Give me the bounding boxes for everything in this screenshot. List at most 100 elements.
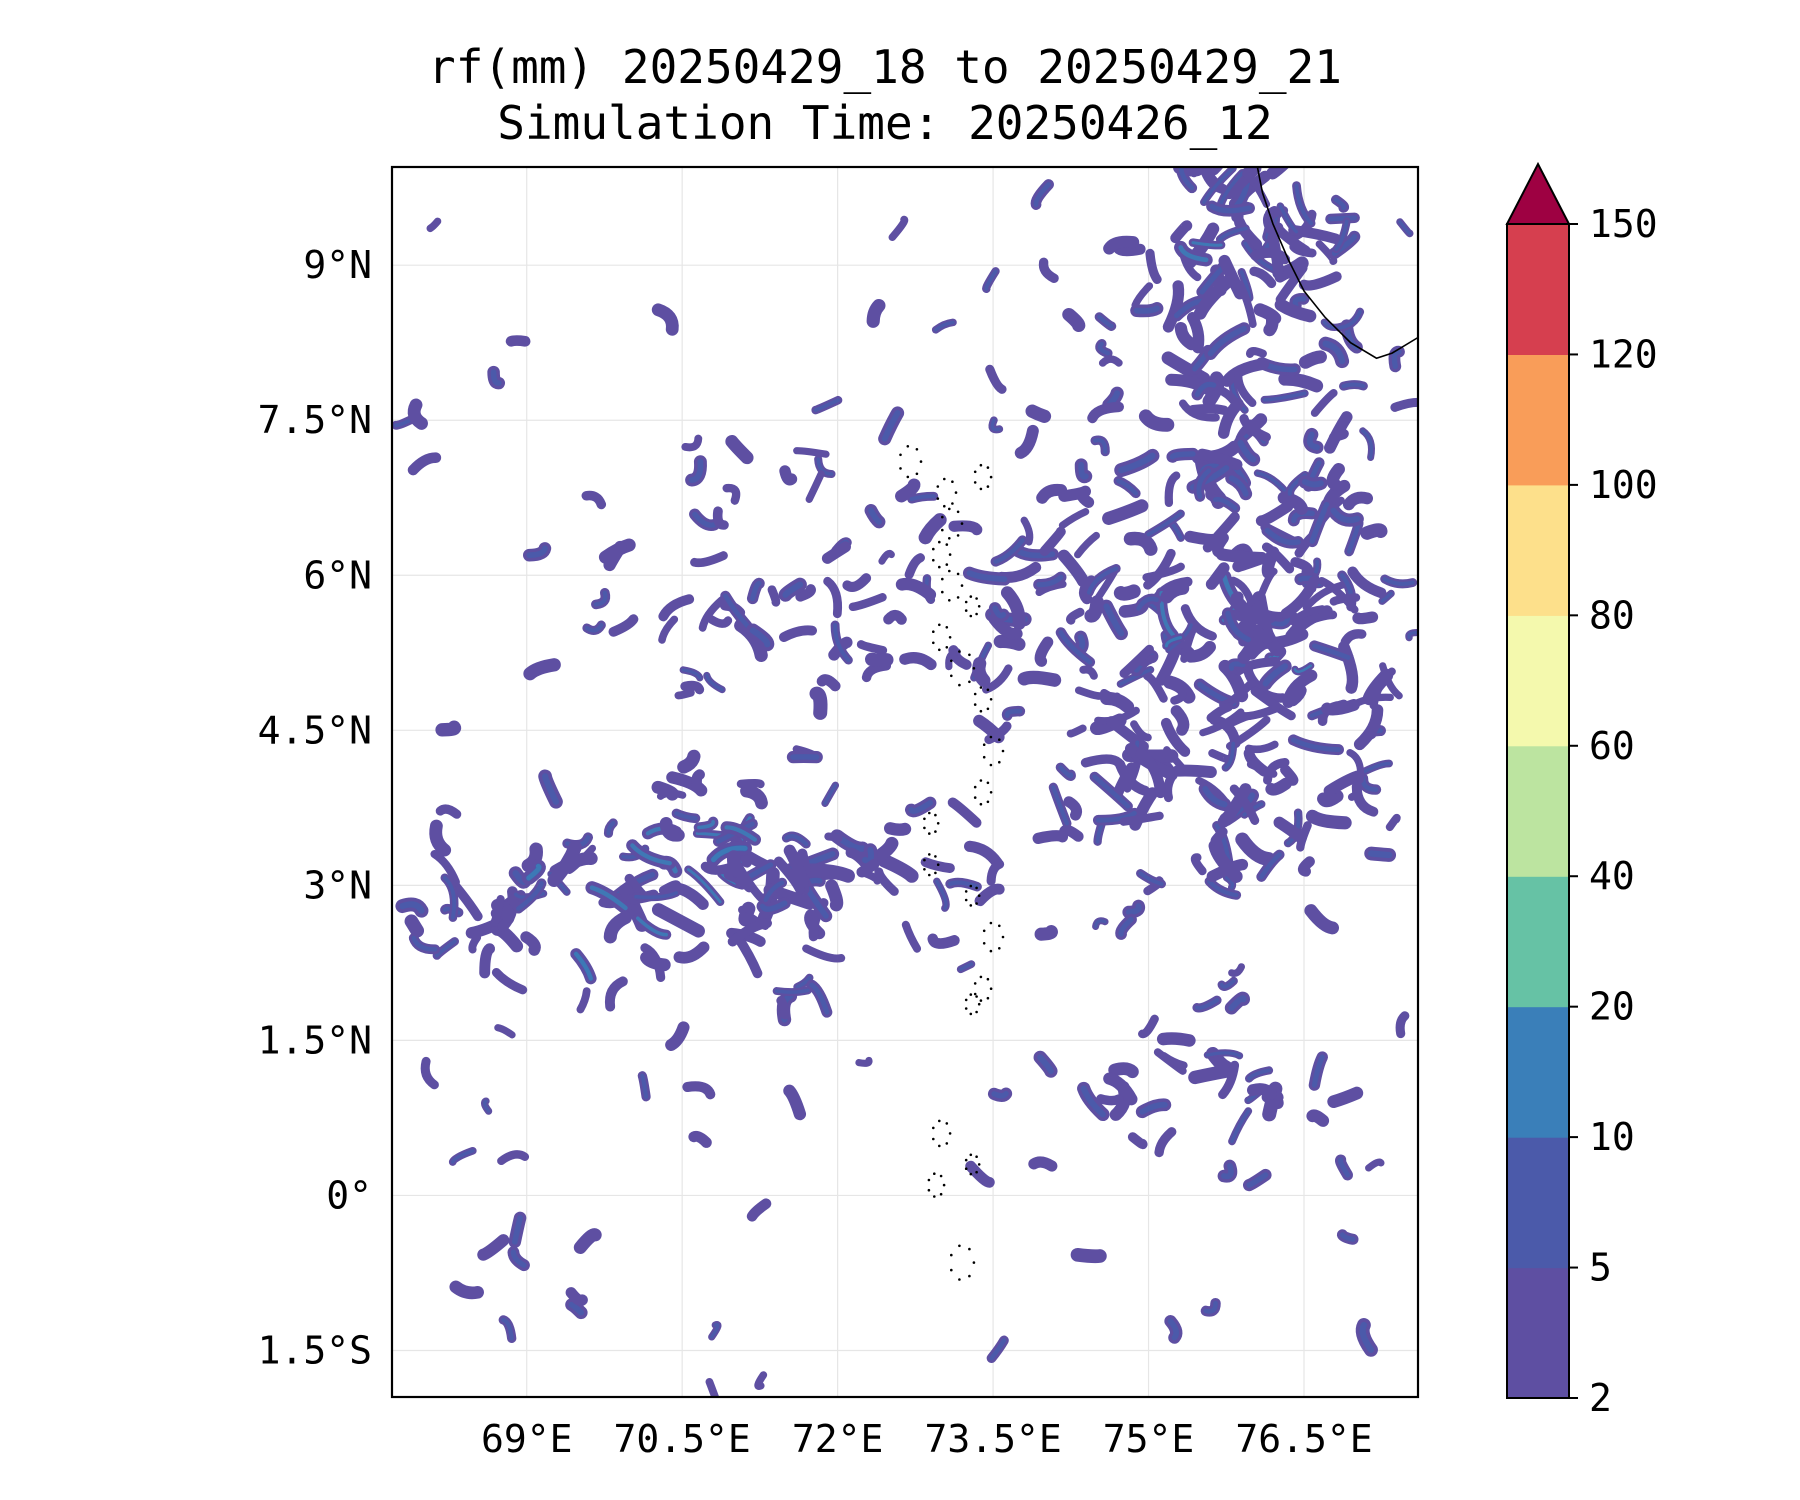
- rain-cell-core: [947, 880, 980, 889]
- island-dot: [945, 1142, 949, 1145]
- rain-cell-core: [1337, 309, 1362, 330]
- rain-cell-core: [1097, 314, 1114, 329]
- coastline-india: [1256, 167, 1418, 360]
- island-dot: [979, 802, 983, 806]
- colorbar-label: 60: [1589, 724, 1635, 768]
- rain-cell-core: [990, 418, 1002, 432]
- rain-cell: [429, 819, 452, 857]
- island-dot: [969, 904, 973, 907]
- rain-cell: [1119, 644, 1154, 678]
- island-dot: [941, 590, 944, 594]
- island-dot: [973, 703, 977, 706]
- rain-cell-core: [1118, 452, 1156, 474]
- rain-cell-core: [958, 962, 974, 972]
- rain-cell-core: [715, 821, 755, 844]
- island-dot: [934, 871, 937, 875]
- rain-cell: [895, 478, 921, 503]
- rain-cell-core: [1058, 765, 1074, 779]
- rain-cell: [1298, 350, 1327, 369]
- island-dot: [939, 1192, 943, 1196]
- rain-cell: [1098, 355, 1123, 367]
- rain-cell: [738, 901, 756, 927]
- island-dot: [945, 1122, 949, 1125]
- rain-cell: [1229, 784, 1260, 825]
- island-dot: [964, 898, 968, 902]
- rain-cell: [1034, 636, 1054, 667]
- island-dot: [989, 763, 993, 767]
- rain-cell: [1188, 404, 1229, 415]
- rain-cell: [1274, 298, 1317, 323]
- rain-cell: [1036, 483, 1068, 504]
- island-dot: [923, 826, 926, 830]
- island-dot: [951, 480, 954, 484]
- rain-cell-core: [749, 627, 771, 648]
- rain-cell: [1262, 206, 1281, 235]
- rain-cell: [1246, 760, 1278, 778]
- rain-cell: [821, 541, 851, 564]
- island-dot: [975, 886, 978, 890]
- island-dot: [989, 987, 993, 990]
- rain-cell: [1215, 548, 1268, 565]
- rain-cell-core: [1309, 501, 1330, 544]
- island-dot: [938, 623, 941, 627]
- map-title-line-1: rf(mm) 20250429_18 to 20250429_21: [428, 40, 1342, 94]
- island-dot: [973, 796, 977, 799]
- rain-cell: [1087, 401, 1124, 424]
- rain-cell: [1304, 904, 1339, 935]
- rain-cell: [1108, 1062, 1139, 1079]
- rain-cell: [865, 652, 894, 667]
- island-dot: [969, 1012, 973, 1016]
- rain-cell: [604, 976, 628, 1012]
- rain-cell: [1206, 702, 1233, 723]
- rain-cell: [491, 923, 524, 953]
- rain-cell: [726, 850, 744, 878]
- rain-cell-core: [1103, 603, 1125, 637]
- rain-cell: [576, 987, 591, 1014]
- x-tick-label: 69°E: [481, 1417, 573, 1461]
- rain-cell-heavy: [697, 820, 715, 830]
- rain-cell: [779, 465, 798, 486]
- rain-cell: [1028, 1156, 1058, 1172]
- rain-cell: [993, 634, 1026, 651]
- rain-cell-heavy: [526, 863, 542, 881]
- map-title-line-2: Simulation Time: 20250426_12: [497, 96, 1273, 150]
- rain-cell: [1066, 607, 1085, 625]
- rain-cell-core: [1294, 183, 1314, 226]
- rain-cell: [1236, 280, 1257, 328]
- island-dot: [945, 626, 949, 629]
- rain-cell-core: [1322, 340, 1346, 365]
- colorbar-label: 2: [1589, 1376, 1612, 1420]
- island-dot: [934, 855, 937, 858]
- rain-cell: [1038, 257, 1059, 283]
- rain-cell: [1247, 1083, 1278, 1100]
- island-dot: [932, 1126, 935, 1130]
- island-dot: [928, 832, 931, 835]
- rain-cell-core: [935, 879, 948, 910]
- x-tick-label: 70.5°E: [614, 1417, 751, 1461]
- island-dot: [979, 999, 983, 1002]
- rain-cell: [573, 1228, 602, 1254]
- rain-cell: [690, 551, 728, 568]
- island-dot: [979, 686, 983, 689]
- rain-cell: [1340, 629, 1367, 647]
- island-dot: [932, 630, 935, 633]
- rain-cell: [1119, 811, 1164, 826]
- rain-cell-core: [1095, 810, 1137, 823]
- island-dot: [998, 947, 1001, 950]
- rain-cell: [823, 576, 843, 619]
- island-dot: [928, 873, 931, 877]
- rain-cell-heavy: [724, 825, 758, 842]
- rain-cell: [1237, 627, 1266, 664]
- rain-cell: [491, 968, 528, 995]
- rain-cell-core: [816, 457, 834, 476]
- island-dot: [989, 949, 993, 953]
- x-tick-label: 73.5°E: [924, 1417, 1061, 1461]
- rain-cell-core: [634, 891, 678, 900]
- rain-cell: [1275, 263, 1308, 305]
- rain-cell: [1058, 508, 1090, 529]
- rain-cell: [1274, 265, 1297, 283]
- y-tick-label: 7.5°N: [258, 398, 372, 442]
- rain-cell: [603, 540, 627, 572]
- rain-cell: [435, 804, 462, 819]
- island-dot: [964, 1007, 968, 1010]
